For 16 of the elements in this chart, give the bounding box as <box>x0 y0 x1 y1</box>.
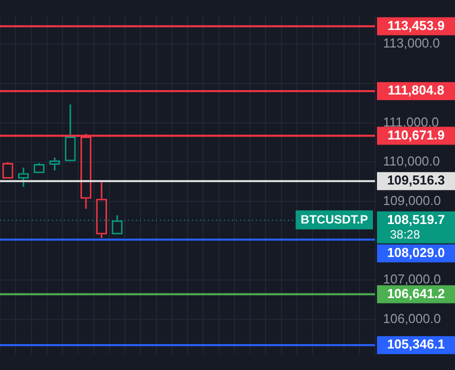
ref-line-label: 108,029.0 <box>387 244 445 260</box>
y-tick-label: 113,000.0 <box>383 36 440 51</box>
ref-line-label: 105,346.1 <box>387 336 445 352</box>
ref-line-label: 110,671.9 <box>387 127 445 142</box>
ref-line-label: 108,519.7 <box>387 212 445 227</box>
y-tick-label: 110,000.0 <box>383 154 440 169</box>
annotation: BTCUSDT.P <box>300 212 368 227</box>
ref-line-label: 113,453.9 <box>387 18 445 33</box>
y-tick-label: 111,000.0 <box>383 114 439 130</box>
ref-line-label: 111,804.8 <box>388 82 444 98</box>
ref-line-label: 106,641.2 <box>387 286 445 301</box>
ref-line-label: 109,516.3 <box>387 172 445 188</box>
text: 38:28 <box>390 228 420 242</box>
y-tick-label: 106,000.0 <box>383 311 441 326</box>
y-tick-label: 107,000.0 <box>383 272 441 287</box>
y-tick-label: 109,000.0 <box>383 193 441 208</box>
